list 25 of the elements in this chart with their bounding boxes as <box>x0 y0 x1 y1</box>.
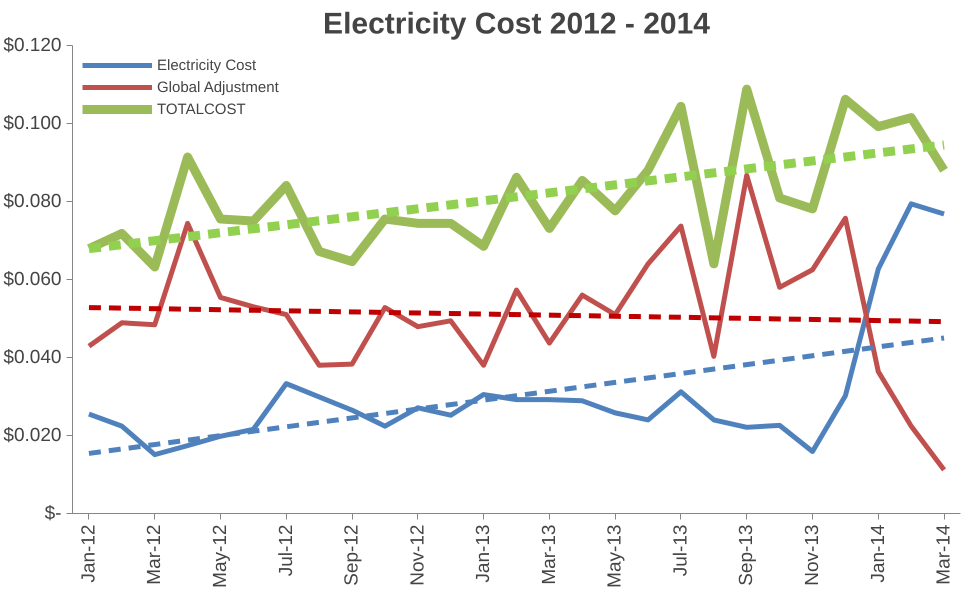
x-tick-label: Jul-13 <box>670 524 692 576</box>
x-tick-label: Nov-12 <box>407 524 428 586</box>
legend-label: Global Adjustment <box>157 78 279 96</box>
x-tick-label: Sep-13 <box>736 524 758 586</box>
x-tick-label: Mar-13 <box>538 524 560 585</box>
legend-label: Electricity Cost <box>157 56 256 74</box>
x-tick-label: May-12 <box>210 524 231 588</box>
y-tick-label: $0.060 <box>3 269 62 290</box>
x-tick-label: Jan-12 <box>78 524 100 583</box>
x-tick-label: Mar-12 <box>144 524 166 585</box>
x-tick-label: Jan-14 <box>868 524 889 583</box>
legend-label: TOTALCOST <box>157 100 246 118</box>
x-tick-label: Sep-12 <box>342 524 363 586</box>
y-tick-label: $0.080 <box>3 191 62 212</box>
y-tick-label: $0.020 <box>3 425 62 446</box>
y-tick-label: $0.100 <box>3 113 62 134</box>
y-tick-label: $0.120 <box>3 35 62 56</box>
x-tick-label: Mar-14 <box>934 524 955 585</box>
x-tick-label: Jul-12 <box>276 524 297 576</box>
chart-title: Electricity Cost 2012 - 2014 <box>323 8 710 40</box>
x-tick-label: Jan-13 <box>473 524 494 583</box>
y-tick-label: $- <box>44 503 62 524</box>
x-tick-label: Nov-13 <box>802 524 823 586</box>
x-tick-label: May-13 <box>604 524 626 588</box>
y-tick-label: $0.040 <box>3 347 62 368</box>
